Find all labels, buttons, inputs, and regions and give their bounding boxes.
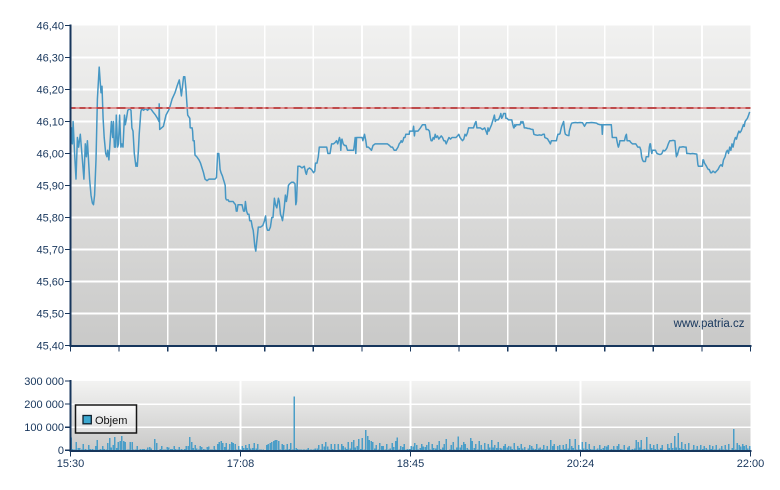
svg-text:45,80: 45,80 [36, 213, 64, 225]
svg-text:22:00: 22:00 [737, 458, 765, 470]
svg-text:45,70: 45,70 [36, 245, 64, 257]
svg-text:45,90: 45,90 [36, 181, 64, 193]
svg-text:45,50: 45,50 [36, 309, 64, 321]
svg-text:45,40: 45,40 [36, 341, 64, 353]
svg-text:Objem: Objem [95, 415, 127, 427]
svg-text:46,00: 46,00 [36, 149, 64, 161]
svg-text:20:24: 20:24 [567, 458, 595, 470]
svg-text:100 000: 100 000 [24, 422, 64, 434]
svg-text:18:45: 18:45 [397, 458, 425, 470]
svg-text:0: 0 [58, 445, 64, 457]
svg-text:45,60: 45,60 [36, 277, 64, 289]
svg-text:46,30: 46,30 [36, 53, 64, 65]
svg-text:200 000: 200 000 [24, 399, 64, 411]
svg-text:300 000: 300 000 [24, 376, 64, 388]
svg-text:46,10: 46,10 [36, 117, 64, 129]
svg-text:15:30: 15:30 [57, 458, 85, 470]
svg-text:46,20: 46,20 [36, 85, 64, 97]
svg-text:46,40: 46,40 [36, 21, 64, 33]
svg-text:www.patria.cz: www.patria.cz [673, 318, 745, 330]
svg-text:17:08: 17:08 [227, 458, 255, 470]
